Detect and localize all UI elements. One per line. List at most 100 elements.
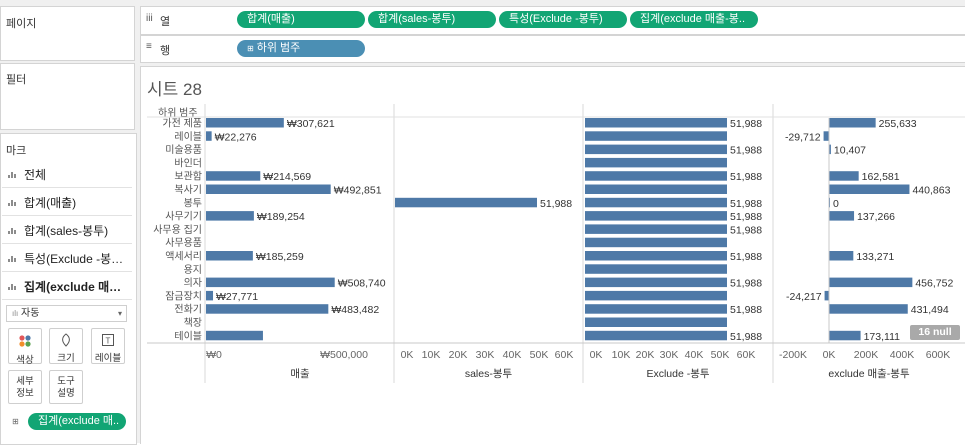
bar-chart-icon: [8, 198, 18, 206]
column-pill-exclude-envelope[interactable]: 특성(Exclude -봉투): [499, 11, 627, 28]
data-label: 431,494: [911, 304, 949, 316]
tick-label: 50K: [530, 349, 549, 361]
tick-label: 40K: [685, 349, 704, 361]
bar: [206, 290, 214, 301]
bar: [395, 197, 537, 208]
data-label: 51,988: [730, 118, 762, 130]
label-button[interactable]: T 레이블: [91, 328, 125, 364]
row-pill-label: 하위 범주: [256, 42, 301, 54]
color-field-icon: ⊞: [12, 417, 19, 426]
data-label: 133,271: [856, 251, 894, 263]
column-pill-sales-envelope[interactable]: 합계(sales-봉투): [368, 11, 496, 28]
bar: [585, 330, 727, 341]
bar: [829, 184, 910, 194]
data-label: ₩492,851: [334, 185, 382, 197]
bar: [585, 317, 727, 327]
bar: [585, 251, 727, 261]
data-label: 162,581: [862, 171, 900, 183]
bar-chart-icon: ılı: [12, 309, 19, 318]
mark-card-label: 전체: [24, 167, 47, 182]
data-label: 0: [833, 198, 839, 210]
null-indicator[interactable]: 16 null: [910, 325, 960, 340]
bar: [823, 131, 829, 141]
bar: [585, 144, 727, 155]
bar-chart-icon: [8, 254, 18, 262]
category-label: 봉투: [184, 197, 202, 209]
bar: [206, 118, 284, 128]
bar: [206, 330, 263, 341]
mark-card-row[interactable]: 특성(Exclude -봉…: [2, 245, 132, 272]
tick-label: ₩500,000: [320, 349, 368, 361]
marks-title: 마크: [6, 145, 27, 157]
color-button[interactable]: 색상: [8, 328, 42, 366]
tooltip-button[interactable]: 도구 설명: [49, 370, 83, 404]
rows-label: 행: [160, 45, 171, 57]
mark-card-row[interactable]: 전체: [2, 161, 132, 188]
mark-card-label: 합계(매출): [24, 195, 77, 210]
chevron-down-icon: ▾: [117, 309, 122, 318]
bar: [585, 118, 727, 128]
category-label: 사무기기: [165, 211, 202, 223]
bar: [585, 171, 727, 181]
tick-label: 60K: [555, 349, 574, 361]
filters-card: [0, 63, 135, 130]
tick-label: -200K: [779, 349, 807, 361]
tooltip-button-label: 도구 설명: [57, 376, 75, 399]
bar: [585, 224, 727, 234]
column-pill-sales[interactable]: 합계(매출): [237, 11, 365, 28]
data-label: ₩483,482: [331, 304, 379, 316]
tick-label: 30K: [660, 349, 679, 361]
dimension-icon: ⊞: [247, 44, 254, 53]
color-field-pill[interactable]: 집계(exclude 매..: [28, 413, 126, 430]
data-label: 173,111: [864, 331, 901, 343]
bar: [829, 251, 854, 261]
filters-title: 필터: [6, 74, 27, 86]
tick-label: 0K: [590, 349, 603, 361]
category-label: 보관함: [174, 171, 202, 183]
data-label: 10,407: [834, 145, 866, 157]
data-label: 51,988: [730, 198, 762, 210]
category-label: 의자: [184, 277, 202, 289]
data-label: ₩185,259: [256, 251, 304, 263]
column-pill-exclude-sales[interactable]: 집계(exclude 매출-봉..: [630, 11, 758, 28]
category-label: 책장: [184, 317, 202, 329]
data-label: 51,988: [730, 145, 762, 157]
data-label: ₩508,740: [338, 278, 386, 290]
bar: [824, 290, 829, 301]
row-pill-subcategory[interactable]: ⊞ 하위 범주: [237, 40, 365, 57]
bar: [829, 277, 913, 288]
pages-card: [0, 6, 135, 61]
bar: [206, 211, 254, 221]
data-label: ₩307,621: [287, 118, 335, 130]
bar-chart-icon: [8, 226, 18, 234]
bar: [585, 304, 727, 314]
detail-button[interactable]: 세부 정보: [8, 370, 42, 404]
axis-title: 매출: [290, 368, 310, 380]
data-label: 51,988: [730, 304, 762, 316]
detail-button-label: 세부 정보: [16, 376, 34, 399]
tick-label: 0K: [823, 349, 836, 361]
data-label: 51,988: [730, 278, 762, 290]
mark-card-label: 특성(Exclude -봉…: [24, 251, 124, 266]
tick-label: 10K: [422, 349, 441, 361]
columns-label: 열: [160, 16, 171, 28]
mark-card-row[interactable]: 집계(exclude 매…: [2, 273, 132, 300]
bar: [206, 171, 261, 181]
category-label: 미술용품: [165, 144, 202, 156]
sheet-title: 시트 28: [147, 80, 202, 99]
mark-type-select[interactable]: ılı 자동 ▾: [6, 305, 127, 322]
tick-label: 600K: [926, 349, 951, 361]
data-label: 51,988: [730, 251, 762, 263]
label-icon: T: [102, 334, 114, 346]
category-label: 사무용 집기: [153, 224, 202, 236]
size-button[interactable]: 크기: [49, 328, 83, 364]
mark-card-label: 합계(sales-봉투): [24, 223, 109, 238]
bar: [829, 171, 859, 181]
bar: [829, 211, 855, 221]
bar: [206, 131, 212, 141]
mark-card-row[interactable]: 합계(sales-봉투): [2, 217, 132, 244]
mark-card-row[interactable]: 합계(매출): [2, 189, 132, 216]
bar-chart-icon: [8, 282, 18, 290]
bar-chart-icon: [8, 170, 18, 178]
